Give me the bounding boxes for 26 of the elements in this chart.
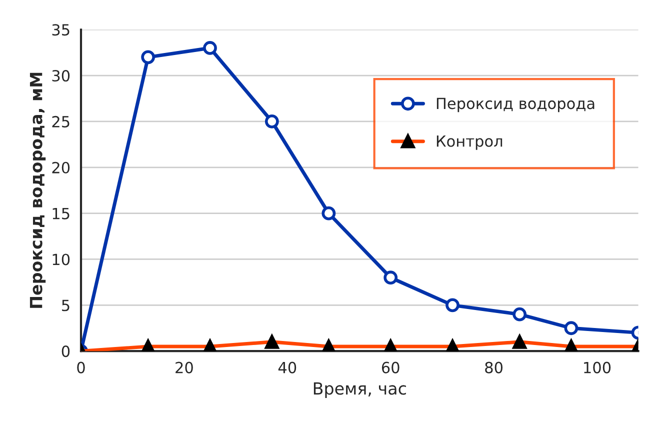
x-tick-label: 40: [278, 362, 296, 374]
point: [446, 298, 460, 312]
x-tick-label: 20: [176, 362, 193, 374]
x-tick-label: 60: [382, 362, 400, 374]
point: [203, 41, 217, 55]
y-tick-label: 0: [62, 346, 70, 358]
point: [264, 114, 279, 128]
x-tick-label: 0: [77, 362, 85, 374]
legend-label: Контрол: [436, 136, 502, 150]
point: [384, 270, 398, 285]
y-tick-label: 30: [52, 70, 70, 82]
y-tick-label: 15: [52, 208, 70, 220]
y-tick-label: 20: [52, 162, 70, 174]
point: [512, 307, 527, 322]
point: [141, 50, 156, 64]
y-tick-label: 10: [52, 254, 70, 266]
y-tick-label: 25: [52, 116, 70, 128]
y-tick-label: 5: [62, 300, 70, 312]
x-tick-label: 80: [485, 362, 503, 374]
x-axis-title: Время, час: [314, 382, 406, 398]
y-axis-title: Пероксид водорода, мМ: [30, 72, 46, 308]
point: [564, 321, 578, 336]
point: [322, 206, 336, 220]
x-tick-label: 100: [584, 362, 611, 374]
legend-label: Пероксид водорода: [436, 98, 594, 112]
y-tick-label: 35: [52, 24, 70, 36]
